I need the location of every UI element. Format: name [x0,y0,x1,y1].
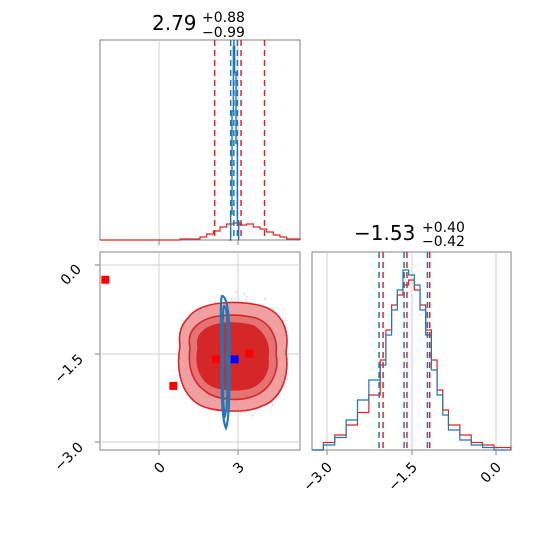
hist2-title-value: −1.53 [354,221,415,245]
y-tick-label-1-5: −1.5 [51,352,86,387]
hist-param2-panel: −3.0 −1.5 0.0 −1.53 +0.40 −0.42 [300,220,512,495]
hist2-title-plus: +0.40 [422,220,465,236]
hist2-quantile-lines [378,252,431,450]
y-tick-label-0: 0.0 [58,262,85,289]
hist2-tick-label-0: 0.0 [478,460,505,487]
hist1-axes-frame [99,39,301,241]
hist1-title-plus: +0.88 [202,10,245,26]
hist1-title-value: 2.79 [152,11,197,35]
x-tick-label-0: 0 [151,460,169,478]
marker-group [101,275,254,390]
hist1-title-minus: −0.99 [202,25,245,41]
marker-blue [230,355,239,364]
hist-param1-panel: 2.79 +0.88 −0.99 [99,10,301,245]
marker-red-1 [169,381,178,390]
hist1-bottom-ticks [158,240,239,245]
scatter-point [245,295,248,298]
scatter-point [282,319,285,322]
scatter-point [251,414,254,417]
scatter-point [230,298,233,301]
marker-red-2 [212,355,220,364]
scatter-point [234,291,237,294]
scatter-point [234,297,237,300]
marker-red-0 [101,275,110,284]
hist2-blue-series [312,269,511,451]
hist2-ticks [326,450,497,455]
contour-blue [219,294,231,431]
scatter-point [264,297,267,300]
hist2-tick-label-1-5: −1.5 [385,460,420,495]
scatter-point [214,300,217,303]
scatter-point [271,403,274,406]
contour-blue-inner [221,304,229,420]
hist2-tick-label-3: −3.0 [300,460,335,495]
marker-red-3 [245,349,254,358]
scatter-contour-panel: 0.0 −1.5 −3.0 0 3 [51,251,301,478]
scatter-ticks [95,264,239,455]
hist2-title-minus: −0.42 [422,234,465,250]
contour-blue-outer [219,294,231,431]
scatter-point [244,298,247,301]
y-tick-label-3: −3.0 [51,440,86,475]
hist1-quantile-lines [213,40,266,240]
scatter-point [243,293,246,296]
scatter-point [286,378,289,381]
x-tick-label-3: 3 [230,460,248,478]
scatter-point [277,395,280,398]
scatter-point [240,411,243,414]
